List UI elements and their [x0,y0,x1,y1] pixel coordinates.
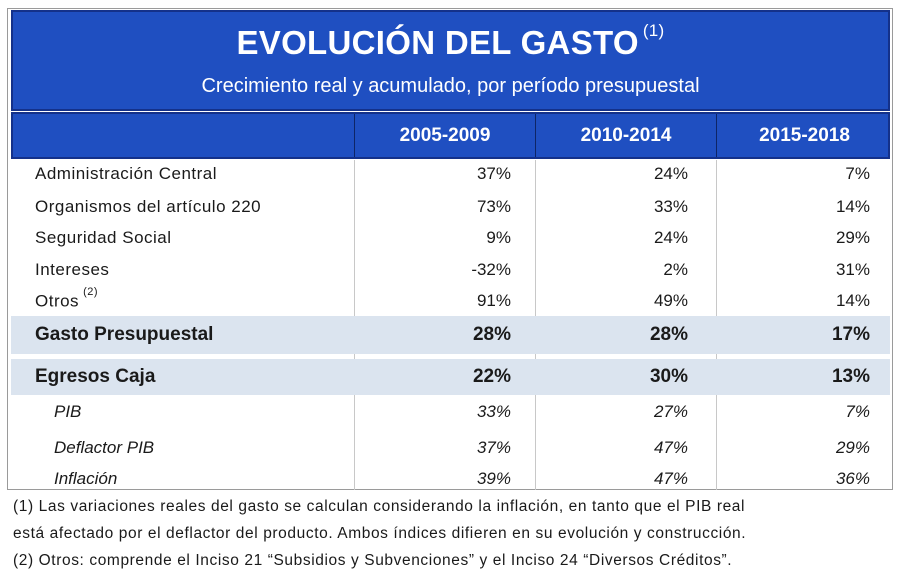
cell-2005-2009: 37% [476,164,511,183]
cell-2005-2009: 22% [472,366,511,387]
cell-2015-2018: 7% [845,164,870,183]
table-row: Intereses -32% 2% 31% [11,260,890,288]
cell-2010-2014: 49% [653,291,688,310]
cell-2015-2018: 13% [831,366,870,387]
cell-2010-2014: 2% [663,260,688,279]
row-label: Egresos Caja [35,366,156,387]
row-label: Otros (2) [35,286,99,311]
cell-2005-2009: 73% [476,197,511,216]
row-label: Inflación [54,469,118,488]
footnote-2: (2) Otros: comprende el Inciso 21 “Subsi… [13,552,733,569]
cell-2015-2018: 7% [845,402,870,421]
cell-2010-2014: 28% [649,324,688,345]
row-note-marker: (2) [83,286,99,298]
table-row: Seguridad Social 9% 24% 29% [11,228,890,256]
footnote-1-line-2: está afectado por el deflactor del produ… [13,525,747,542]
cell-2005-2009: 91% [476,291,511,310]
table-row: Otros (2) 91% 49% 14% [11,286,890,319]
cell-2010-2014: 30% [649,366,688,387]
cell-2010-2014: 47% [653,469,688,488]
cell-2005-2009: 33% [476,402,511,421]
footnote-1-line-1: (1) Las variaciones reales del gasto se … [13,498,746,515]
cell-2010-2014: 47% [653,438,688,457]
cell-2010-2014: 33% [653,197,688,216]
cell-2005-2009: 9% [486,228,511,247]
cell-2005-2009: -32% [471,260,511,279]
table-frame [7,8,893,490]
cell-2015-2018: 29% [835,228,870,247]
table-row: Inflación 39% 47% 36% [11,469,890,497]
cell-2005-2009: 28% [472,324,511,345]
cell-2010-2014: 27% [653,402,688,421]
row-label: Organismos del artículo 220 [35,197,262,216]
table-row: Deflactor PIB 37% 47% 29% [11,438,890,466]
row-label: Deflactor PIB [54,438,155,457]
cell-2010-2014: 24% [653,164,688,183]
row-label: Gasto Presupuestal [35,324,214,345]
title-note-marker: (1) [642,21,665,40]
cell-2010-2014: 24% [653,228,688,247]
cell-2005-2009: 37% [476,438,511,457]
table-row-highlight: Gasto Presupuestal 28% 28% 17% [11,316,890,354]
table-row-highlight: Egresos Caja 22% 30% 13% [11,359,890,395]
cell-2015-2018: 31% [835,260,870,279]
table-row: Organismos del artículo 220 73% 33% 14% [11,197,890,225]
cell-2015-2018: 29% [835,438,870,457]
column-header-2015-2018: 2015-2018 [759,125,850,146]
page-title: EVOLUCIÓN DEL GASTO (1) [236,21,665,61]
row-label: Intereses [35,260,110,279]
cell-2015-2018: 14% [835,291,870,310]
table-row: Administración Central 37% 24% 7% [11,164,890,192]
cell-2015-2018: 14% [835,197,870,216]
column-header-2005-2009: 2005-2009 [399,125,491,146]
column-header-2010-2014: 2010-2014 [580,125,672,146]
column-header-row: 2005-2009 2010-2014 2015-2018 [11,112,890,159]
cell-2015-2018: 17% [831,324,870,345]
row-label: Administración Central [35,164,218,183]
cell-2005-2009: 39% [476,469,511,488]
footnotes: (1) Las variaciones reales del gasto se … [13,493,893,574]
table-row: PIB 33% 27% 7% [11,402,890,430]
title-banner: EVOLUCIÓN DEL GASTO (1) Crecimiento real … [11,10,890,111]
cell-2015-2018: 36% [835,469,870,488]
row-label: PIB [54,402,82,421]
page-subtitle: Crecimiento real y acumulado, por períod… [201,75,700,97]
row-label: Seguridad Social [35,228,172,247]
